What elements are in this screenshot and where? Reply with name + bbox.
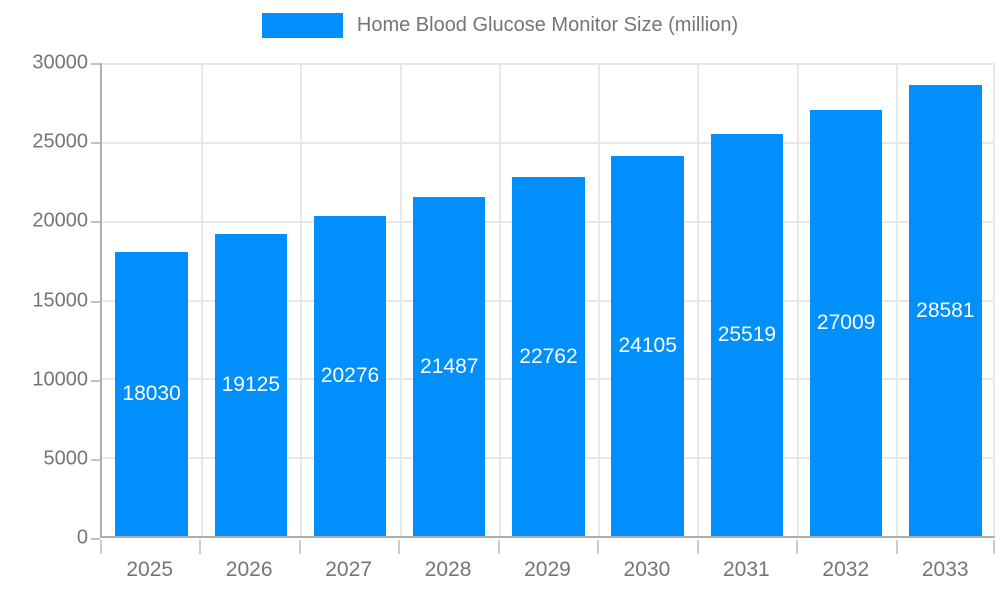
plot-area: 18030 19125 20276 21487 22762 24105 25519 27009… [100,63,995,538]
bar-value-label: 18030 [122,381,181,405]
x-axis-tick-mark [298,540,301,554]
x-axis-ticks [100,540,995,554]
y-axis-tick-mark [91,458,100,461]
bar-cell: 20276 [300,63,399,536]
y-axis-tick-label: 15000 [32,289,88,311]
x-axis-tick-mark [993,540,995,554]
x-axis-tick-label: 2027 [325,558,372,581]
bar-value-label: 20276 [320,364,380,388]
bar-cell: 25519 [697,63,796,536]
bar-cell: 21487 [400,63,499,536]
y-axis-tick-mark [91,379,100,382]
x-axis-tick-label: 2031 [722,558,770,581]
bar-value-label: 22762 [519,344,578,368]
bar-cell: 19125 [201,63,300,536]
grid-line-vertical [895,63,898,536]
bar-2031[interactable]: 25519 [710,133,784,536]
y-axis-tick-mark [91,142,100,145]
bar-2028[interactable]: 21487 [413,197,486,536]
bar-value-label: 21487 [420,354,479,378]
y-axis-tick-mark [91,221,100,224]
x-axis-tick-mark [497,540,500,554]
y-axis-tick-label: 30000 [32,51,88,74]
bar-value-label: 28581 [916,298,975,322]
grid-line-vertical [697,63,700,536]
x-axis-tick-mark [597,540,600,554]
bar-2029[interactable]: 22762 [512,177,585,536]
x-axis-tick-mark [696,540,699,554]
bar-2025[interactable]: 18030 [115,251,188,536]
y-axis-tick-label: 20000 [32,209,88,232]
bar-2030[interactable]: 24105 [611,155,684,536]
y-axis: 0 5000 10000 15000 20000 25000 30000 [0,52,89,549]
bar-series: 18030 19125 20276 21487 22762 24105 25519 27009… [102,63,995,536]
legend[interactable]: Home Blood Glucose Monitor Size (million… [0,13,1000,38]
y-axis-tick-label: 25000 [32,130,88,153]
bar-2027[interactable]: 20276 [313,216,387,536]
x-axis-tick-mark [796,540,799,554]
bar-cell: 28581 [896,63,995,536]
y-axis-tick-mark [91,300,100,303]
x-axis-tick-label: 2033 [921,558,969,581]
legend-swatch [261,13,343,38]
x-axis-tick-label: 2025 [126,558,174,581]
y-axis-tick-label: 5000 [43,447,89,470]
grid-line-vertical [201,63,204,536]
bar-2033[interactable]: 28581 [909,85,982,536]
x-axis-tick-mark [100,540,102,554]
y-axis-tick-label: 10000 [32,368,88,391]
bar-cell: 24105 [598,63,697,536]
x-axis-tick-label: 2032 [822,558,870,581]
x-axis-tick-mark [199,540,202,554]
y-axis-tick-label: 0 [76,526,88,549]
bar-cell: 27009 [797,63,896,536]
grid-line-horizontal [102,141,995,144]
y-axis-ticks [91,63,100,540]
grid-line-vertical [498,63,501,536]
x-axis-tick-label: 2030 [623,558,671,581]
y-axis-tick-mark [91,63,100,65]
x-axis-tick-mark [398,540,401,554]
grid-line-vertical [399,63,402,536]
y-axis-tick-mark [91,538,100,540]
x-axis-tick-mark [895,540,898,554]
grid-line-vertical [300,63,303,536]
x-axis-tick-label: 2028 [424,558,472,581]
bar-2026[interactable]: 19125 [214,234,288,536]
grid-line-horizontal [102,63,995,65]
bar-value-label: 19125 [221,373,281,397]
x-axis: 2025 2026 2027 2028 2029 2030 2031 2032 2033 [100,558,995,582]
bar-value-label: 24105 [618,333,677,357]
bar-cell: 18030 [102,63,201,536]
grid-line-vertical [993,63,995,536]
x-axis-tick-label: 2029 [524,558,571,581]
grid-line-vertical [796,63,799,536]
grid-line-vertical [598,63,601,536]
bar-2032[interactable]: 27009 [809,110,883,536]
bar-value-label: 25519 [717,322,777,346]
x-axis-tick-label: 2026 [225,558,273,581]
bar-cell: 22762 [499,63,598,536]
bar-value-label: 27009 [816,311,876,335]
legend-label: Home Blood Glucose Monitor Size (million… [356,14,739,36]
